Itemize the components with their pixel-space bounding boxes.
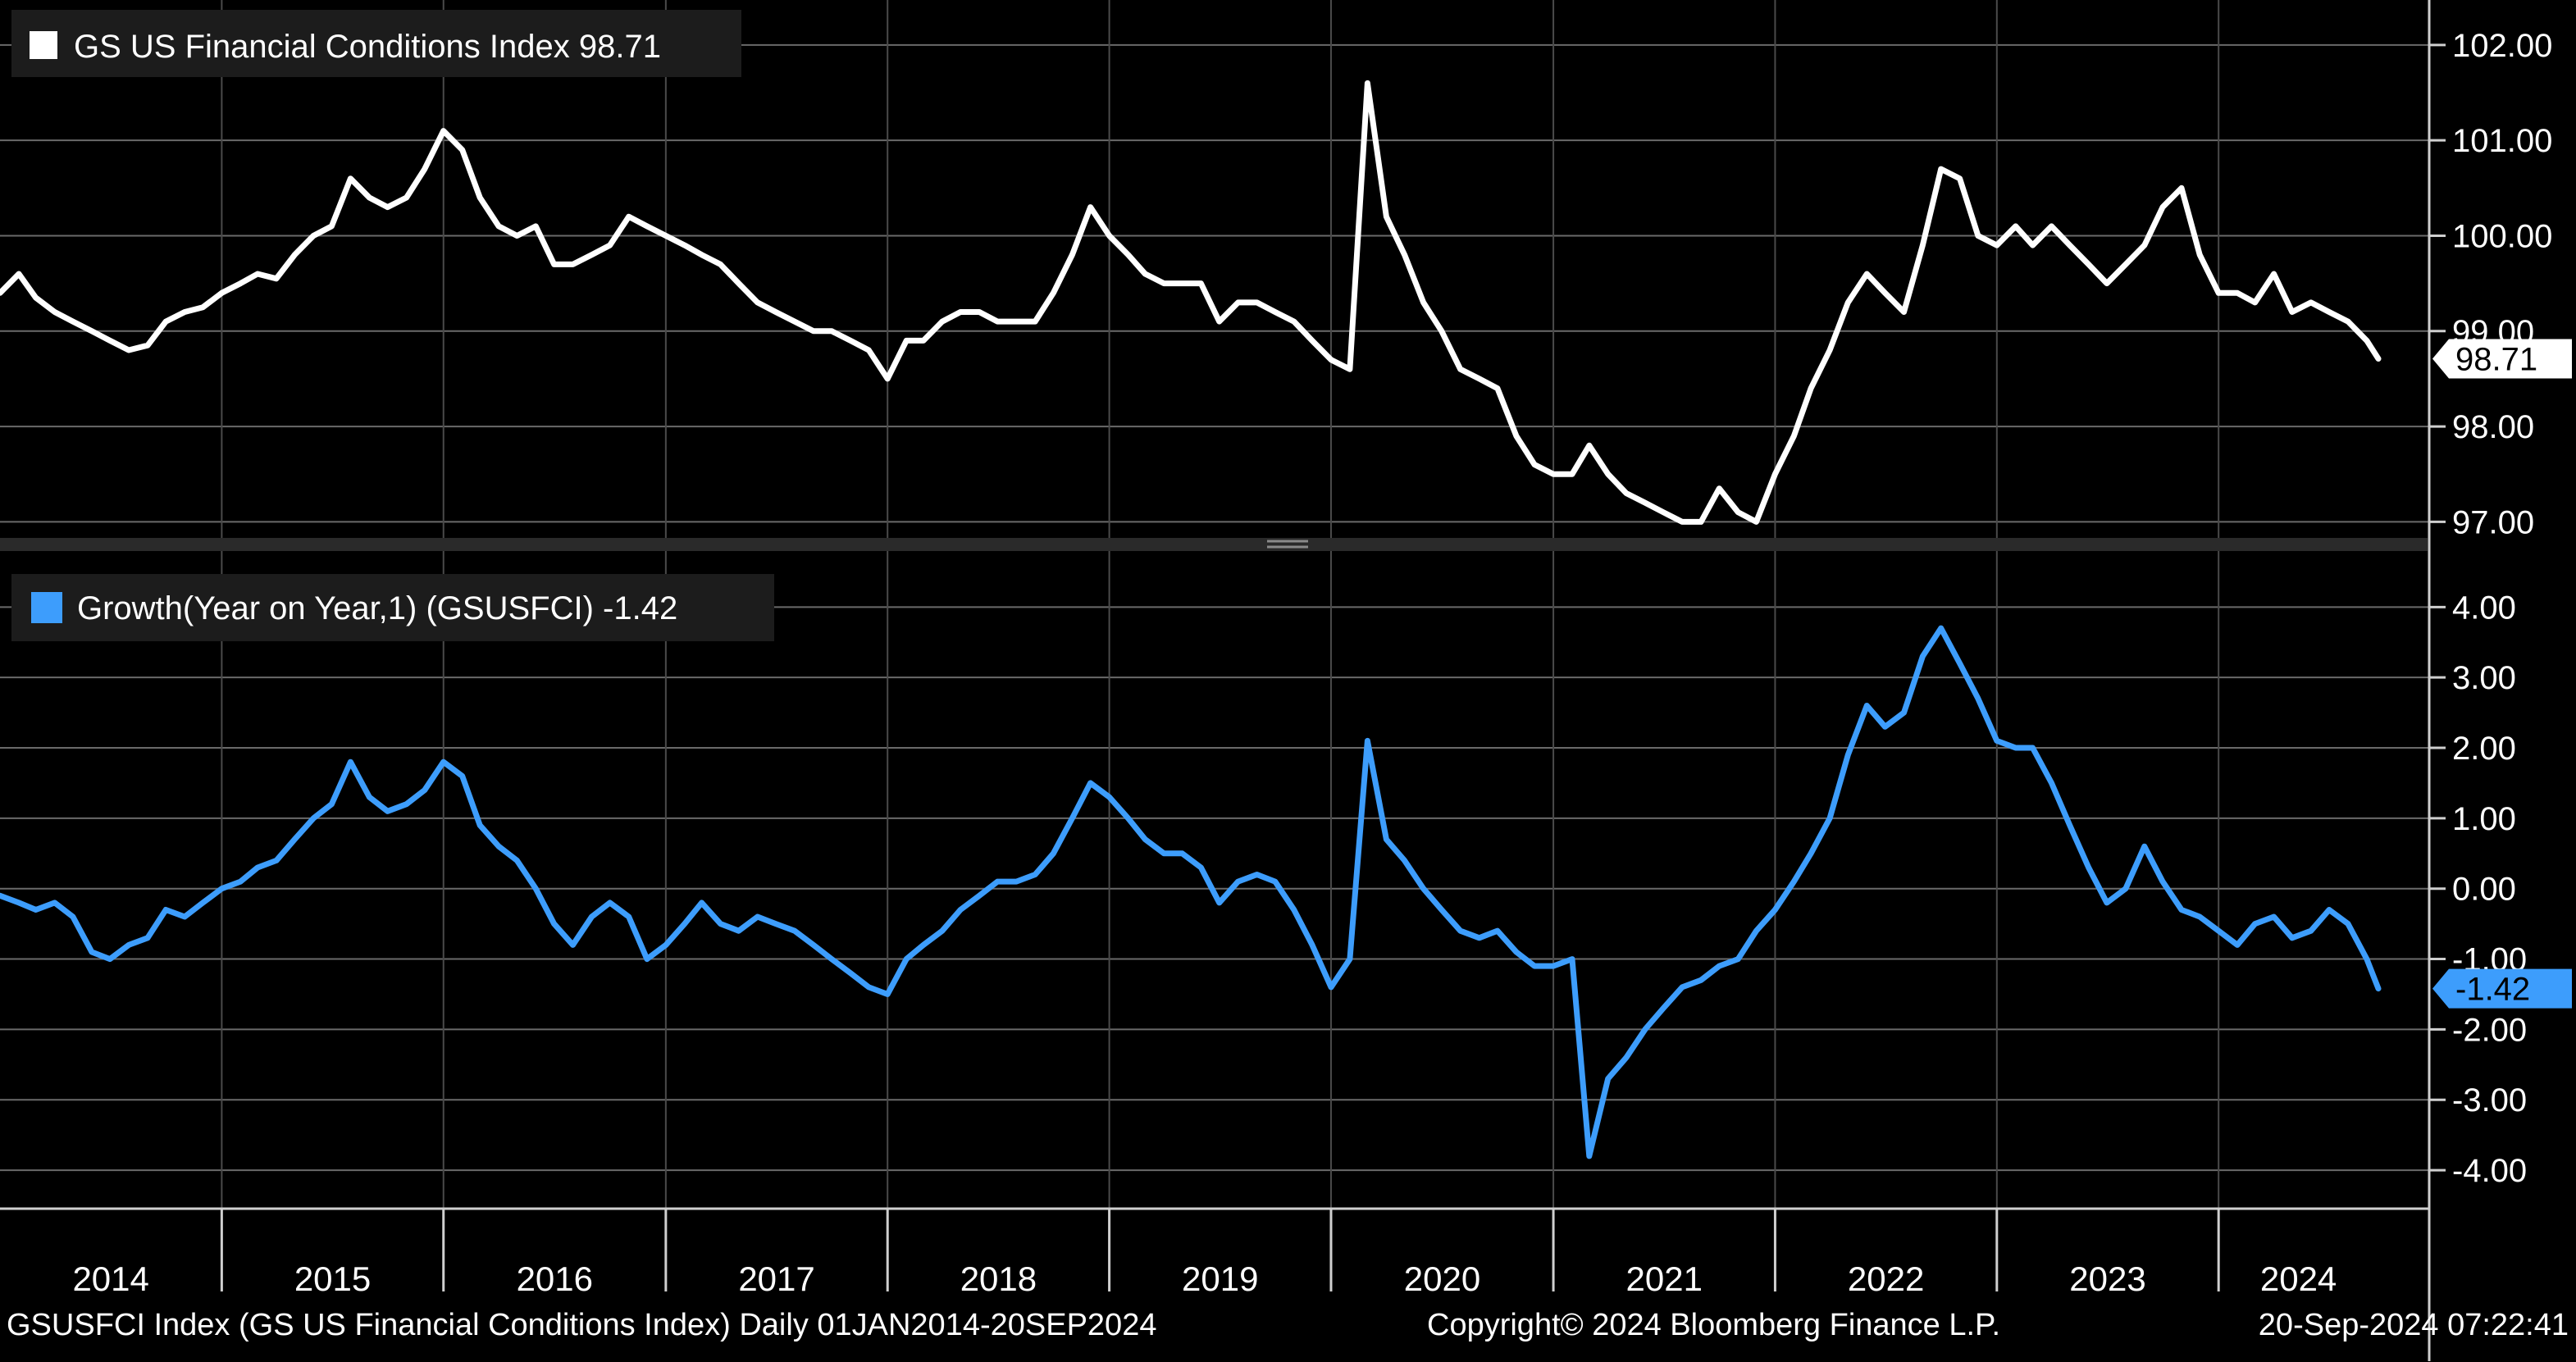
index-last-value-tag-shape xyxy=(2432,339,2572,379)
x-axis-ticks xyxy=(220,1209,2431,1291)
y-tick-label: 98.00 xyxy=(2452,409,2534,445)
top-legend[interactable]: GS US Financial Conditions Index 98.71 xyxy=(11,10,741,77)
top-legend-swatch xyxy=(30,31,57,59)
x-year-label: 2020 xyxy=(1404,1260,1480,1298)
series-line xyxy=(0,80,2382,525)
x-year-label: 2018 xyxy=(960,1260,1037,1298)
bottom-legend-box xyxy=(11,574,774,641)
y-tick-label: 100.00 xyxy=(2452,218,2552,254)
year-separator-lines xyxy=(221,0,2220,1209)
y-tick-label: 2.00 xyxy=(2452,731,2516,767)
top-legend-label: GS US Financial Conditions Index 98.71 xyxy=(74,29,661,65)
panel-divider[interactable] xyxy=(0,538,2428,551)
index-last-value-tag: 98.71 xyxy=(2432,339,2572,379)
bottom-y-axis: 4.003.002.001.000.00-1.00-2.00-3.00-4.00 xyxy=(2429,590,2527,1189)
x-year-label: 2019 xyxy=(1182,1260,1258,1298)
y-tick-label: 0.00 xyxy=(2452,872,2516,908)
x-year-label: 2024 xyxy=(2260,1260,2337,1298)
growth-last-value-label: -1.42 xyxy=(2455,972,2530,1008)
index-last-value-label: 98.71 xyxy=(2455,342,2537,378)
x-axis-year-labels: 2014 2015 2016 2017 2018 2019 2020 2021 2022 2023… xyxy=(72,1260,2337,1298)
footer-timestamp: 20-Sep-2024 07:22:41 xyxy=(2259,1308,2569,1342)
y-tick-label: -4.00 xyxy=(2452,1153,2527,1189)
x-year-label: 2014 xyxy=(72,1260,148,1298)
y-tick-label: 97.00 xyxy=(2452,504,2534,540)
y-tick-label: 4.00 xyxy=(2452,590,2516,626)
x-year-label: 2022 xyxy=(1848,1260,1924,1298)
bottom-legend[interactable]: Growth(Year on Year,1) (GSUSFCI) -1.42 xyxy=(11,574,774,641)
index-series xyxy=(0,80,2382,525)
x-year-label: 2023 xyxy=(2069,1260,2145,1298)
growth-last-value-tag-shape xyxy=(2432,968,2572,1009)
x-year-label: 2017 xyxy=(738,1260,814,1298)
series-line xyxy=(0,625,2382,1159)
y-tick-label: 102.00 xyxy=(2452,28,2552,64)
bottom-legend-swatch xyxy=(31,592,62,623)
y-tick-label: -2.00 xyxy=(2452,1012,2527,1048)
growth-series xyxy=(0,625,2382,1159)
y-tick-label: 1.00 xyxy=(2452,801,2516,837)
bottom-legend-label: Growth(Year on Year,1) (GSUSFCI) -1.42 xyxy=(77,590,677,626)
x-year-label: 2015 xyxy=(294,1260,371,1298)
x-year-label: 2021 xyxy=(1626,1260,1703,1298)
y-tick-label: 101.00 xyxy=(2452,123,2552,159)
growth-last-value-tag: -1.42 xyxy=(2432,968,2572,1009)
x-year-label: 2016 xyxy=(517,1260,593,1298)
footer-description: GSUSFCI Index (GS US Financial Condition… xyxy=(7,1308,1156,1342)
top-legend-box xyxy=(11,10,741,77)
y-tick-label: 3.00 xyxy=(2452,660,2516,696)
y-tick-label: -3.00 xyxy=(2452,1082,2527,1118)
footer-copyright: Copyright© 2024 Bloomberg Finance L.P. xyxy=(1427,1308,2000,1342)
